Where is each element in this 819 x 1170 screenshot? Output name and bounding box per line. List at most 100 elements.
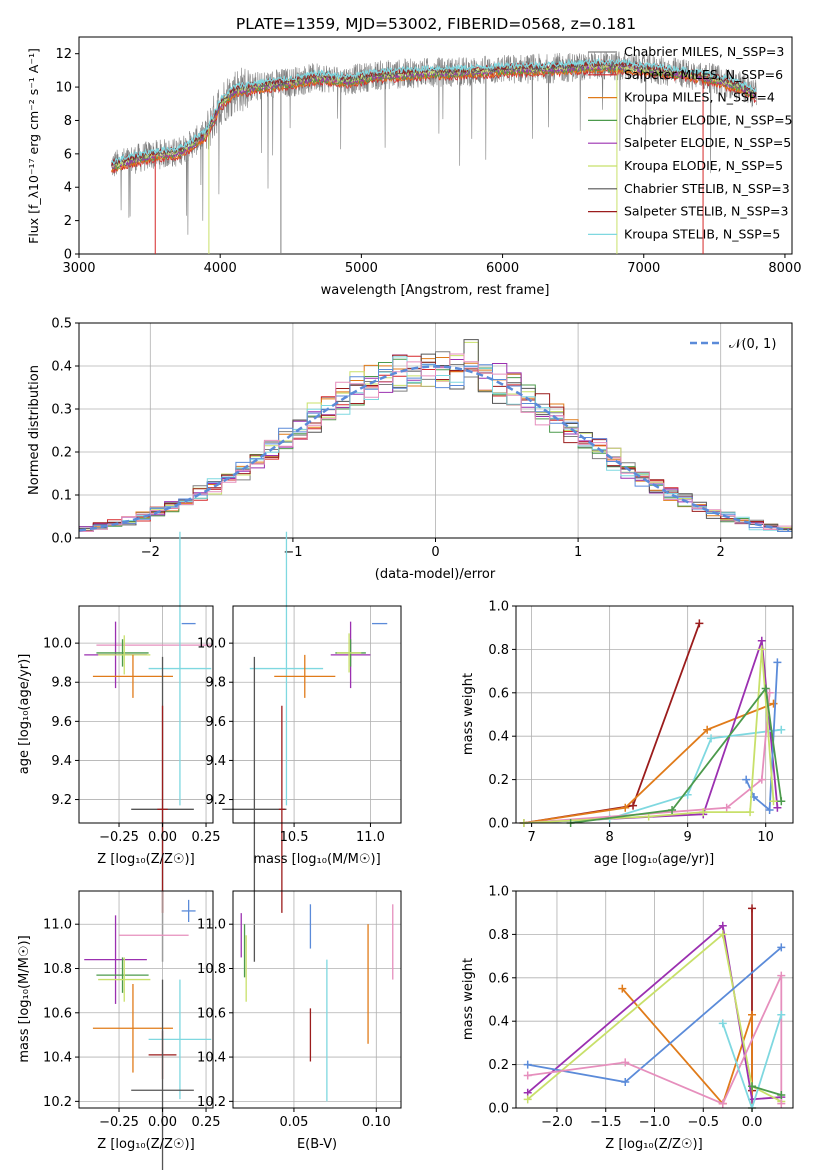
legend-label-kroupa_stelib: Kroupa STELIB, N_SSP=5	[624, 226, 780, 241]
age_vs_weight-marker	[757, 775, 766, 784]
spectrum-legend: Chabrier MILES, N_SSP=3 Salpeter MILES, N…	[588, 44, 793, 241]
z_vs_mass-panel: −0.25 0.00 0.25 10.2 10.4 10.6 10.8 11.0 Z [log₁…	[17, 890, 221, 1170]
z_vs_weight-xtick-label: −0.5	[687, 1115, 719, 1130]
residual-histograms	[79, 339, 792, 532]
ebv_vs_mass-ytick-label: 10.8	[197, 962, 226, 977]
z_vs_mass-xtick-label: −0.25	[99, 1115, 139, 1130]
spectrum-ytick-label: 2	[64, 214, 72, 229]
age_vs_weight-marker	[695, 619, 704, 628]
z_vs_mass-ytick-label: 10.8	[43, 962, 72, 977]
legend-label-kroupa_elodie: Kroupa ELODIE, N_SSP=5	[624, 158, 783, 173]
z_vs_age-ylabel: age [log₁₀(age/yr)]	[17, 654, 32, 775]
age_vs_weight-marker	[777, 797, 786, 806]
residual-xtick-label: −2	[141, 545, 160, 560]
spectrum-xlabel: wavelength [Angstrom, rest frame]	[321, 283, 550, 298]
age_vs_weight-line-pink	[523, 692, 771, 824]
age_vs_weight-marker	[629, 801, 638, 810]
age_vs_weight-marker	[722, 803, 731, 812]
age_vs_weight-line-kroupa_miles	[523, 702, 774, 824]
z_vs_age-point-kroupa_miles	[92, 654, 173, 698]
z_vs_weight-line-kroupa_elodie	[527, 932, 782, 1103]
model-spectrum-kroupa_stelib	[111, 57, 757, 165]
z_vs_mass-point-kroupa_stelib	[148, 979, 212, 1100]
spectrum-xtick-label: 6000	[486, 261, 519, 276]
spectrum-xtick-label: 4000	[204, 261, 237, 276]
z_vs_weight-marker	[621, 1058, 630, 1067]
residual-ytick-label: 0.1	[51, 489, 72, 504]
z_vs_weight-marker	[777, 1010, 786, 1019]
ebv_vs_mass-axes	[232, 890, 402, 1109]
mass_vs_age-point-kroupa_stelib	[249, 531, 324, 806]
spectrum-ylabel: Flux [f_λ10⁻¹⁷ erg cm⁻² s⁻¹ A⁻¹]	[26, 48, 41, 244]
spectrum-xtick-label: 8000	[768, 261, 801, 276]
z_vs_mass-ytick-label: 10.4	[43, 1051, 72, 1066]
z_vs_weight-panel: −2.0 −1.5 −1.0 −0.5 0.0 0.0 0.2 0.4 0.6 0.8 1.0 Z […	[461, 885, 794, 1152]
residual-xlabel: (data-model)/error	[375, 567, 496, 582]
z_vs_weight-line-chabrier_elodie	[751, 1085, 782, 1096]
age_vs_weight-marker	[746, 808, 755, 817]
spectrum-ytick-label: 0	[64, 248, 72, 263]
spectrum-panel: 3000 4000 5000 6000 7000 8000 0 2 4 6 8 10 12 Chabri…	[26, 36, 801, 298]
age_vs_weight-marker	[707, 734, 716, 743]
z_vs_weight-ytick-label: 0.6	[488, 971, 509, 986]
z_vs_age-xtick-label: −0.25	[99, 830, 139, 845]
age_vs_weight-ylabel: mass weight	[461, 673, 476, 755]
z_vs_mass-xlabel: Z [log₁₀(Z/Z☉)]	[97, 1137, 194, 1152]
ebv_vs_mass-ytick-label: 10.6	[197, 1006, 226, 1021]
z_vs_weight-marker	[621, 1077, 630, 1086]
mass_vs_age-point-kroupa_miles	[274, 654, 336, 698]
z_vs_mass-axes	[78, 890, 214, 1109]
z_vs_weight-xtick-label: 0.0	[742, 1115, 763, 1130]
z_vs_weight-marker	[523, 1071, 532, 1080]
age_vs_weight-line-chabrier_elodie	[570, 686, 783, 824]
residual-legend: 𝒩(0, 1)	[690, 337, 776, 352]
spectrum-ytick-label: 8	[64, 114, 72, 129]
spectrum-xtick-label: 3000	[62, 261, 95, 276]
age_vs_weight-marker	[703, 725, 712, 734]
z_vs_mass-ylabel: mass [log₁₀(M/M☉)]	[17, 935, 32, 1062]
z_vs_weight-ytick-label: 1.0	[488, 885, 509, 900]
mass_vs_age-ytick-label: 10.0	[197, 637, 226, 652]
z_vs_mass-xtick-label: 0.00	[148, 1115, 177, 1130]
z_vs_mass-point-blue	[181, 899, 196, 922]
legend-label-chabrier_miles: Chabrier MILES, N_SSP=3	[624, 44, 784, 59]
z_vs_age-point-chabrier_elodie	[96, 639, 149, 667]
z_vs_weight-ytick-label: 0.2	[488, 1058, 509, 1073]
age_vs_weight-marker	[683, 790, 692, 799]
z_vs_age-axes	[78, 605, 214, 824]
z_vs_weight-line-kroupa_miles	[621, 988, 753, 1108]
age_vs_weight-marker	[765, 805, 774, 814]
residual-xtick-label: 1	[574, 545, 582, 560]
age_vs_weight-marker	[699, 808, 708, 817]
residual-hist-pink	[79, 353, 792, 532]
residual-ytick-label: 0.0	[51, 532, 72, 547]
age_vs_weight-marker	[769, 699, 778, 708]
spectrum-xtick-label: 5000	[345, 261, 378, 276]
residual-xtick-label: −1	[283, 545, 302, 560]
spectrum-ticks: 3000 4000 5000 6000 7000 8000 0 2 4 6 8 10 12	[55, 47, 801, 276]
z_vs_weight-marker	[523, 1095, 532, 1104]
z_vs_mass-point-chabrier_stelib	[131, 979, 194, 1170]
age_vs_weight-ytick-label: 0.0	[488, 817, 509, 832]
z_vs_weight-marker	[777, 943, 786, 952]
normal-curve	[79, 365, 790, 532]
residual-ytick-label: 0.4	[51, 360, 72, 375]
z_vs_weight-marker	[718, 930, 727, 939]
age_vs_weight-xtick-label: 9	[684, 830, 692, 845]
z_vs_age-ytick-label: 9.8	[51, 676, 72, 691]
z_vs_weight-ytick-label: 0.8	[488, 928, 509, 943]
z_vs_age-xtick-label: 0.00	[148, 830, 177, 845]
legend-label-salpeter_miles: Salpeter MILES, N_SSP=6	[624, 67, 783, 82]
z_vs_mass-point-salpeter_elodie	[84, 915, 147, 1004]
age_vs_weight-xtick-label: 8	[605, 830, 613, 845]
z_vs_weight-marker	[718, 1099, 727, 1108]
legend-label-chabrier_stelib: Chabrier STELIB, N_SSP=3	[624, 181, 790, 196]
mass_vs_age-ytick-label: 9.4	[205, 754, 226, 769]
z_vs_mass-point-kroupa_elodie	[98, 957, 151, 1002]
age_vs_weight-xtick-label: 10	[757, 830, 774, 845]
residual-ticks: −2 −1 0 1 2 0.0 0.1 0.2 0.3 0.4 0.5	[51, 317, 725, 561]
z_vs_mass-ytick-label: 11.0	[43, 918, 72, 933]
age_vs_weight-xlabel: age [log₁₀(age/yr)]	[594, 852, 715, 867]
age_vs_weight-marker	[621, 803, 630, 812]
legend-label-chabrier_elodie: Chabrier ELODIE, N_SSP=5	[624, 112, 793, 127]
